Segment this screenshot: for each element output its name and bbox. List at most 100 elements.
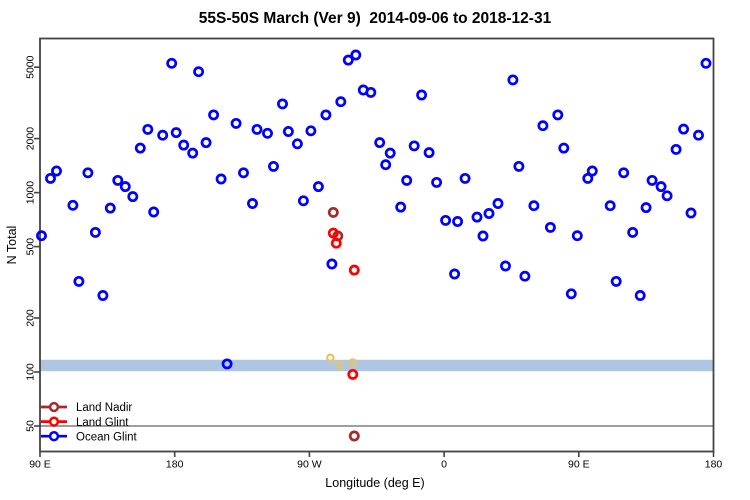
y-tick-label: 200 <box>25 309 37 327</box>
ocean-glint-point <box>558 142 570 154</box>
ocean-glint-point <box>97 290 109 301</box>
ocean-glint-point <box>166 57 178 69</box>
ocean-glint-point <box>655 181 667 193</box>
ocean-glint-point <box>401 174 413 186</box>
ocean-glint-point <box>89 226 101 238</box>
ocean-glint-point <box>449 268 461 280</box>
ocean-glint-point <box>291 138 303 150</box>
ocean-glint-point <box>519 270 531 282</box>
ocean-glint-point <box>312 181 324 193</box>
land-glint-point <box>347 368 359 380</box>
ocean-glint-point <box>297 195 309 207</box>
ocean-glint-point <box>305 125 317 137</box>
ocean-glint-point <box>395 201 407 213</box>
ocean-glint-point <box>384 147 396 159</box>
ocean-glint-point <box>350 49 362 61</box>
ocean-glint-point <box>459 172 471 184</box>
chart-title: 55S-50S March (Ver 9) 2014-09-06 to 2018… <box>198 10 552 27</box>
ocean-glint-point <box>586 165 598 177</box>
ocean-glint-point <box>365 86 377 98</box>
ocean-glint-point <box>187 147 199 159</box>
x-tick-label: 0 <box>441 459 447 471</box>
x-tick-label: 180 <box>166 459 184 471</box>
ocean-glint-point <box>251 123 263 135</box>
ocean-glint-point <box>685 207 697 219</box>
ocean-glint-point <box>483 208 495 219</box>
y-tick-label: 1000 <box>25 181 37 205</box>
legend-label-ocean-glint: Ocean Glint <box>76 431 138 443</box>
ocean-glint-point <box>565 288 577 300</box>
ocean-glint-point <box>374 137 386 149</box>
gold-mark <box>335 360 344 370</box>
ocean-glint-point <box>500 260 511 272</box>
ocean-glint-point <box>67 199 79 211</box>
ocean-glint-point <box>552 109 564 121</box>
ocean-glint-point <box>610 275 622 287</box>
land-nadir-point <box>327 206 339 218</box>
ocean-glint-point <box>104 202 116 214</box>
ocean-glint-point <box>431 176 443 188</box>
ocean-glint-point <box>127 191 139 203</box>
ocean-glint-point <box>618 167 630 179</box>
ocean-glint-point <box>215 173 227 185</box>
ocean-glint-point <box>380 159 392 171</box>
ocean-glint-point <box>112 174 124 186</box>
ocean-glint-point <box>221 358 233 370</box>
reference-band <box>40 359 714 372</box>
ocean-glint-point <box>678 123 690 135</box>
ocean-glint-point <box>277 98 288 110</box>
ocean-glint-point <box>693 129 704 141</box>
land-glint-point <box>327 227 339 239</box>
ocean-glint-point <box>36 230 47 242</box>
ocean-glint-point <box>477 230 489 242</box>
x-tick-label: 180 <box>705 459 723 471</box>
y-tick-label: 50 <box>25 420 37 432</box>
ocean-glint-point <box>342 54 354 66</box>
x-tick-label: 90 E <box>29 459 51 471</box>
ocean-glint-point <box>507 74 519 86</box>
ocean-glint-point <box>408 140 420 152</box>
ocean-glint-point <box>440 214 452 226</box>
ocean-glint-point <box>582 172 594 184</box>
land-glint-point <box>348 264 360 276</box>
ocean-glint-point <box>335 96 347 108</box>
ocean-glint-point <box>119 181 131 193</box>
ocean-glint-point <box>230 117 242 129</box>
ocean-glint-point <box>571 230 583 242</box>
gold-mark <box>326 353 335 363</box>
plot-border <box>39 37 715 453</box>
ocean-glint-point <box>326 258 338 270</box>
ocean-glint-point <box>51 165 62 177</box>
ocean-glint-point <box>200 137 212 149</box>
ocean-glint-point <box>544 221 556 233</box>
x-tick-label: 90 W <box>297 459 322 471</box>
legend-marker-land-glint <box>48 416 60 427</box>
ocean-glint-point <box>268 160 279 172</box>
legend-label-land-nadir: Land Nadir <box>76 402 132 414</box>
ocean-glint-point <box>148 206 160 218</box>
ocean-glint-point <box>627 226 639 238</box>
ocean-glint-point <box>238 167 249 179</box>
ocean-glint-point <box>452 216 464 227</box>
land-nadir-point <box>348 430 360 442</box>
ocean-glint-point <box>471 211 483 223</box>
ocean-glint-point <box>157 129 169 141</box>
ocean-glint-point <box>423 147 435 159</box>
ocean-glint-point <box>528 200 540 212</box>
x-axis-label: Longitude (deg E) <box>325 476 425 490</box>
ocean-glint-point <box>170 127 182 139</box>
ocean-glint-point <box>193 66 205 78</box>
ocean-glint-point <box>208 109 220 121</box>
y-tick-label: 100 <box>25 363 37 381</box>
legend-marker-ocean-glint <box>48 431 60 442</box>
ocean-glint-point <box>45 172 56 184</box>
ocean-glint-point <box>492 198 504 209</box>
y-tick-label: 2000 <box>25 127 37 151</box>
ocean-glint-point <box>82 167 94 179</box>
ocean-glint-point <box>178 139 190 151</box>
ocean-glint-point <box>604 200 616 212</box>
legend-label-land-glint: Land Glint <box>76 417 129 429</box>
ocean-glint-point <box>416 89 428 101</box>
ocean-glint-point <box>634 290 646 301</box>
x-tick-label: 90 E <box>568 459 590 471</box>
